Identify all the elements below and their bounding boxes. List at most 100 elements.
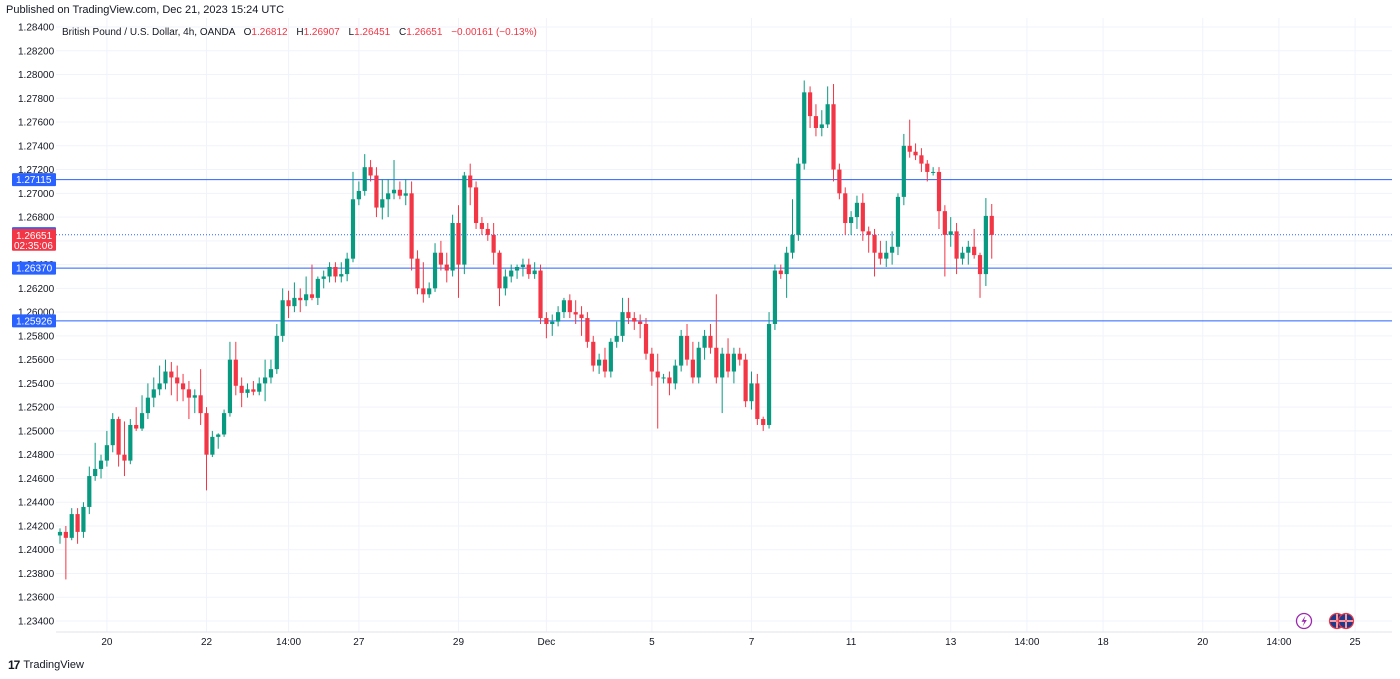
candle-body (643, 324, 649, 354)
candle (790, 199, 795, 259)
candle (942, 205, 947, 277)
candle (714, 294, 719, 384)
candle (87, 466, 92, 515)
candle (743, 353, 748, 408)
candle (216, 433, 221, 449)
candle-body (825, 104, 830, 125)
candle (233, 341, 238, 396)
candle (128, 419, 133, 465)
candles (57, 80, 994, 580)
candle-body (427, 288, 432, 295)
time-axis[interactable]: 20 22 14:00 27 29 Dec 5 7 11 13 14:00 18 20 14:00 25 (56, 631, 1392, 648)
candle-body (69, 514, 74, 538)
time-tick-label: 20 (1197, 637, 1209, 648)
candle-body (333, 266, 338, 277)
candle-body (567, 300, 572, 313)
candle-body (532, 270, 537, 275)
candle (837, 163, 842, 200)
candle (263, 359, 268, 402)
candle-body (63, 531, 68, 538)
candle (292, 282, 297, 313)
candle (690, 341, 695, 384)
price-tick-label: 1.24600 (18, 474, 55, 485)
currency-flags-icon[interactable] (1328, 612, 1355, 630)
candle-body (597, 359, 602, 366)
candle (679, 329, 684, 372)
candle (977, 252, 983, 298)
candle-body (409, 193, 414, 259)
candle-body (579, 314, 584, 319)
candle-body (878, 252, 883, 259)
lightning-event-icon[interactable] (1295, 612, 1313, 630)
legend-change: −0.00161 (−0.13%) (451, 27, 537, 38)
candle (983, 198, 988, 286)
candle (345, 252, 350, 282)
price-tick-label: 1.27800 (18, 94, 55, 105)
candle-body (444, 264, 449, 271)
candle (485, 223, 490, 241)
candle-body (345, 258, 350, 275)
candle (620, 297, 625, 342)
candle-body (397, 189, 402, 196)
candle (778, 264, 783, 279)
candle-body (356, 190, 361, 200)
candle-body (509, 270, 514, 277)
candle-body (186, 389, 192, 398)
candle-body (122, 454, 127, 461)
candle-body (221, 413, 227, 435)
candle-body (972, 246, 977, 256)
candle (391, 160, 397, 200)
candle-body (403, 193, 408, 196)
candle-body (561, 300, 567, 313)
candle-body (913, 151, 918, 156)
legend-symbol: British Pound / U.S. Dollar, 4h, OANDA (62, 27, 236, 38)
candle (268, 359, 274, 384)
candle-body (245, 389, 250, 393)
candle-body (210, 436, 215, 455)
candle (192, 389, 197, 414)
candle-body (960, 252, 965, 259)
candle (374, 167, 379, 218)
candle-body (743, 359, 748, 402)
price-tick-label: 1.24400 (18, 498, 55, 509)
candle (427, 282, 432, 298)
candle-body (556, 312, 561, 322)
price-badge (12, 261, 56, 275)
candle (854, 195, 860, 229)
candle-body (274, 335, 279, 370)
candle (638, 314, 643, 339)
candle-body (649, 353, 654, 372)
candle-body (526, 264, 531, 275)
candle-body (292, 297, 297, 307)
candle (421, 262, 426, 303)
grid (56, 18, 1392, 632)
candle-body (655, 371, 660, 378)
candle (567, 294, 572, 319)
candle (796, 157, 801, 241)
candle (708, 324, 713, 354)
candle (456, 205, 461, 298)
candle (872, 228, 877, 277)
price-badge-label: 1.26370 (16, 264, 53, 275)
candle (913, 143, 918, 161)
candle-body (110, 419, 115, 446)
candle (807, 86, 813, 128)
candle (157, 365, 162, 396)
price-tick-label: 1.27000 (18, 189, 55, 200)
candle-body (227, 359, 233, 414)
candle (333, 262, 338, 283)
candle-body (350, 199, 356, 259)
time-tick-label: 14:00 (276, 637, 301, 648)
candle (473, 181, 479, 229)
candle (725, 338, 731, 378)
candle-body (438, 252, 443, 265)
candle (286, 290, 291, 319)
legend-low: 1.26451 (354, 27, 391, 38)
candle (755, 373, 760, 425)
candle-body (591, 341, 596, 366)
candle-body (573, 312, 578, 315)
candle (221, 409, 227, 437)
time-tick-label: 7 (749, 637, 755, 648)
candle (602, 347, 608, 378)
